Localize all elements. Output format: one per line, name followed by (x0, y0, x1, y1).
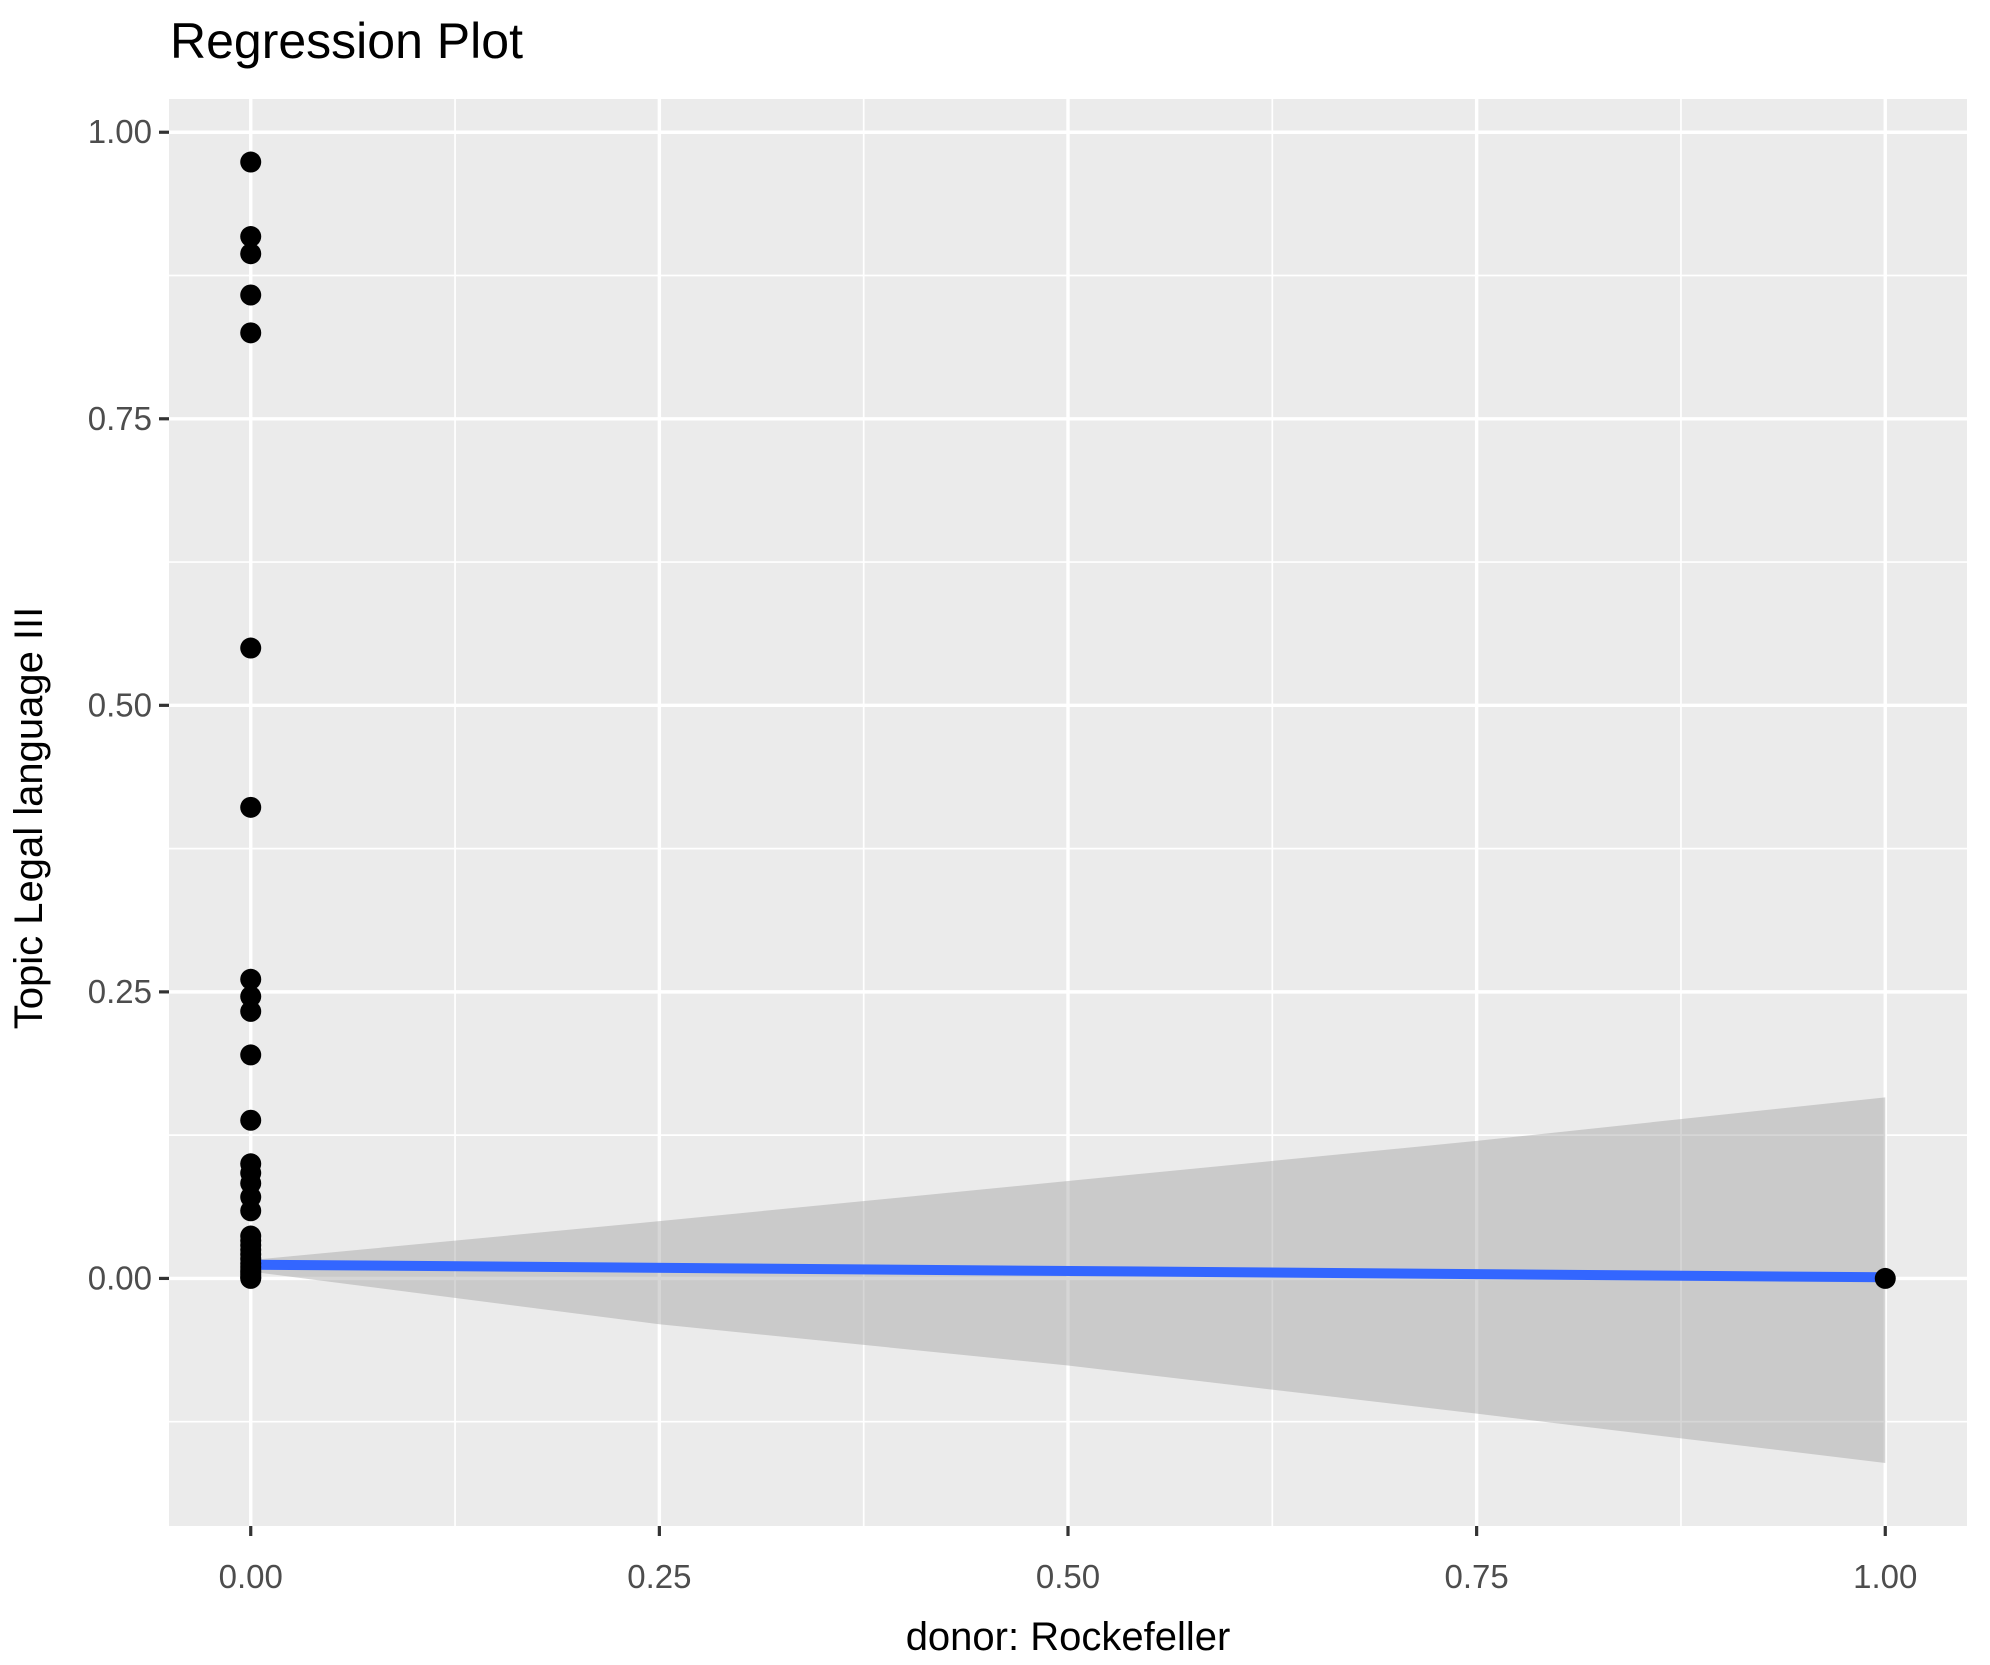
data-point (240, 226, 262, 248)
axis-ticks (159, 130, 1887, 1536)
y-tick-label: 0.25 (88, 973, 152, 1010)
data-point (240, 985, 262, 1007)
x-tick-labels: 0.00 0.25 0.50 0.75 1.00 (219, 1558, 1918, 1595)
data-point (240, 968, 262, 990)
y-tick-label: 0.00 (88, 1259, 152, 1296)
y-tick-label: 0.75 (88, 400, 152, 437)
y-axis-title: Topic Legal language III (7, 607, 51, 1030)
y-tick-label: 1.00 (88, 113, 152, 150)
data-point (240, 1109, 262, 1131)
chart-render-root: 0.00 0.25 0.50 0.75 1.00 0.00 0.25 0.50 0.75 1.00 (88, 99, 1967, 1595)
data-point (240, 796, 262, 818)
x-tick-label: 0.50 (1036, 1558, 1100, 1595)
x-tick-label: 0.00 (219, 1558, 283, 1595)
x-tick-label: 0.75 (1445, 1558, 1509, 1595)
plot-title: Regression Plot (170, 13, 523, 69)
x-tick-label: 0.25 (627, 1558, 691, 1595)
x-tick-label: 1.00 (1853, 1558, 1917, 1595)
data-point (240, 151, 262, 173)
confidence-band (250, 1097, 1886, 1463)
data-point (240, 1000, 262, 1022)
data-points (240, 151, 1896, 1289)
data-point (240, 322, 262, 344)
y-tick-labels: 0.00 0.25 0.50 0.75 1.00 (88, 113, 152, 1296)
data-point (240, 637, 262, 659)
data-point (240, 1267, 262, 1289)
data-point (240, 1200, 262, 1222)
y-tick-label: 0.50 (88, 686, 152, 723)
regression-line (245, 1259, 1891, 1283)
data-point (1874, 1267, 1896, 1289)
x-axis-title: donor: Rockefeller (906, 1615, 1231, 1659)
data-point (240, 243, 262, 265)
data-point (240, 284, 262, 306)
data-point (240, 1044, 262, 1066)
